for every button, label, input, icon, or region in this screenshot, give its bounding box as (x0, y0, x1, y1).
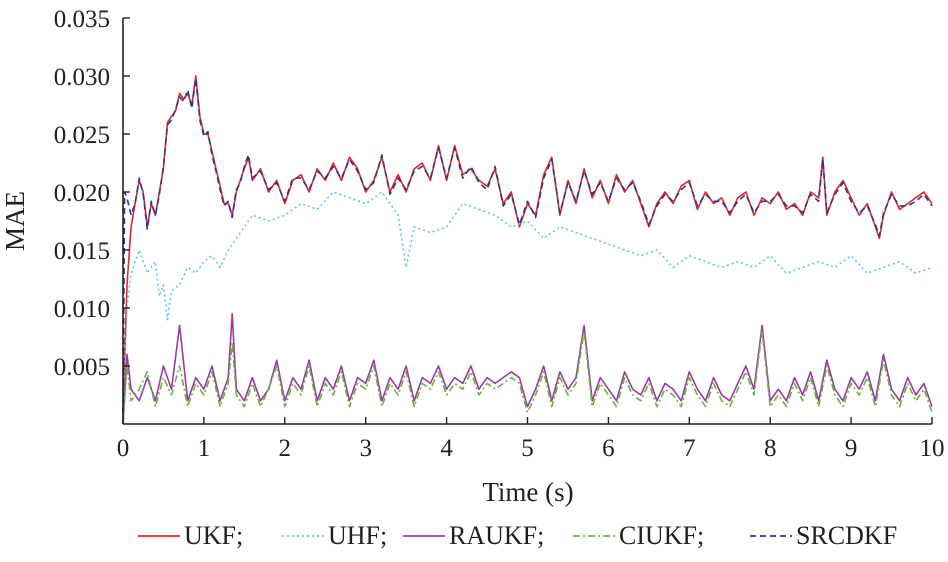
y-tick-label: 0.020 (54, 180, 110, 207)
x-tick-label: 7 (683, 435, 696, 462)
x-tick-label: 10 (920, 435, 945, 462)
x-tick-label: 8 (764, 435, 777, 462)
legend: UKF; UHF; RAUKF; CIUKF; SRCDKF (138, 521, 897, 550)
series-layer (122, 75, 933, 425)
y-tick-label: 0.035 (54, 6, 110, 33)
x-tick-label: 3 (359, 435, 372, 462)
x-tick-label: 5 (521, 435, 534, 462)
x-tick-label: 6 (602, 435, 615, 462)
axes (122, 18, 932, 425)
x-axis-title: Time (s) (482, 477, 573, 507)
y-tick-label: 0.025 (54, 122, 110, 149)
y-tick-label: 0.015 (54, 238, 110, 265)
legend-label-4: CIUKF; (619, 521, 704, 550)
series-line-4 (122, 330, 933, 425)
x-tick-label: 2 (279, 435, 292, 462)
x-tick-label: 4 (440, 435, 453, 462)
y-axis-title: MAE (0, 191, 30, 251)
x-tick-label: 1 (198, 435, 211, 462)
legend-label-2: UHF; (328, 521, 387, 550)
series-line-5 (122, 77, 933, 425)
y-tick-label: 0.010 (54, 296, 110, 323)
ticks: 0 1 2 3 4 5 6 7 8 9 10 0.005 0.010 0.015 0.020 0.025 0.0… (54, 6, 945, 462)
series-line-3 (122, 313, 933, 425)
legend-label-5: SRCDKF (796, 521, 897, 550)
y-tick-label: 0.030 (54, 64, 110, 91)
y-tick-label: 0.005 (54, 354, 110, 381)
x-tick-label: 9 (845, 435, 858, 462)
legend-label-1: UKF; (184, 521, 243, 550)
legend-label-3: RAUKF; (449, 521, 544, 550)
x-tick-label: 0 (117, 435, 130, 462)
series-line-1 (122, 75, 933, 413)
